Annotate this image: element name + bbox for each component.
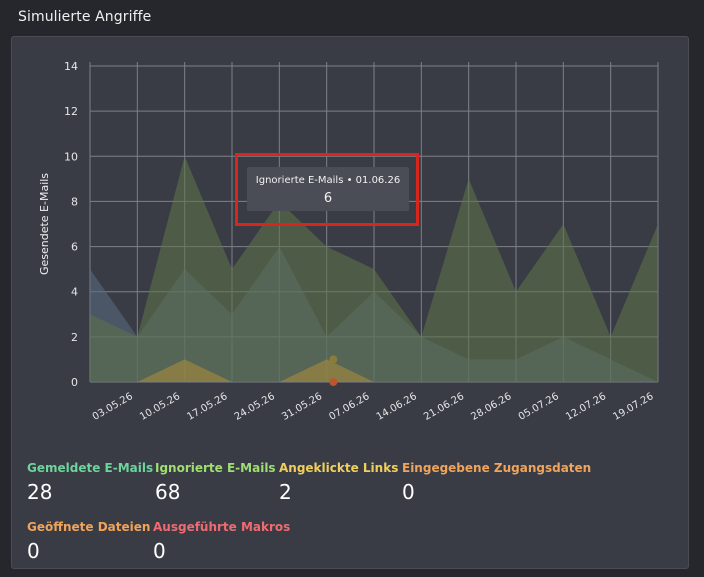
area-series-1 [90,156,658,382]
stat-value: 0 [27,539,40,563]
stat-entered-credentials: Eingegebene Zugangsdaten 0 [402,461,591,504]
stat-reported-emails: Gemeldete E-Mails 28 [27,461,153,504]
stat-value: 28 [27,480,53,504]
y-axis-title: Gesendete E-Mails [38,173,51,275]
x-tick-label: 31.05.26 [280,391,324,423]
y-tick-label: 10 [64,150,78,163]
stat-label: Ausgeführte Makros [153,520,291,534]
x-tick-label: 28.06.26 [469,391,513,423]
area-series-2 [90,359,658,382]
y-tick-label: 12 [64,105,78,118]
stat-value: 0 [402,480,415,504]
chart-tooltip: Ignorierte E-Mails • 01.06.26 6 [247,167,409,211]
stat-executed-macros: Ausgeführte Makros 0 [153,520,290,563]
x-tick-label: 07.06.26 [327,391,371,423]
stat-value: 68 [155,480,181,504]
tooltip-title: Ignorierte E-Mails • 01.06.26 [255,175,401,186]
y-tick-label: 8 [71,195,78,208]
stat-ignored-emails: Ignorierte E-Mails 68 [155,461,276,504]
x-tick-label: 12.07.26 [564,391,608,423]
tooltip-value: 6 [323,191,333,206]
stat-clicked-links: Angeklickte Links 2 [279,461,398,504]
stat-label: Gemeldete E-Mails [27,461,154,475]
widget-title: Simulierte Angriffe [18,9,152,25]
x-tick-label: 17.05.26 [185,391,229,423]
stat-label: Geöffnete Dateien [27,520,151,534]
x-tick-label: 10.05.26 [138,391,182,423]
x-tick-label: 14.06.26 [375,391,419,423]
y-tick-label: 14 [64,60,78,73]
x-tick-label: 21.06.26 [422,391,466,423]
x-tick-label: 05.07.26 [517,391,561,423]
y-tick-label: 2 [71,331,78,344]
stat-label: Angeklickte Links [279,461,399,475]
stat-label: Ignorierte E-Mails [155,461,276,475]
x-tick-label: 24.05.26 [233,391,277,423]
stat-value: 2 [279,480,292,504]
hover-marker-credentials [329,378,338,386]
widget-header: Simulierte Angriffe [0,0,704,36]
tooltip-highlight-box [235,153,419,226]
hover-marker-links [329,355,338,364]
y-tick-label: 4 [71,286,78,299]
x-tick-label: 19.07.26 [611,391,655,423]
stat-opened-files: Geöffnete Dateien 0 [27,520,150,563]
stat-value: 0 [153,539,166,563]
stat-label: Eingegebene Zugangsdaten [402,461,592,475]
x-tick-label: 03.05.26 [91,391,135,423]
y-tick-label: 6 [71,241,78,254]
y-tick-label: 0 [71,376,78,389]
